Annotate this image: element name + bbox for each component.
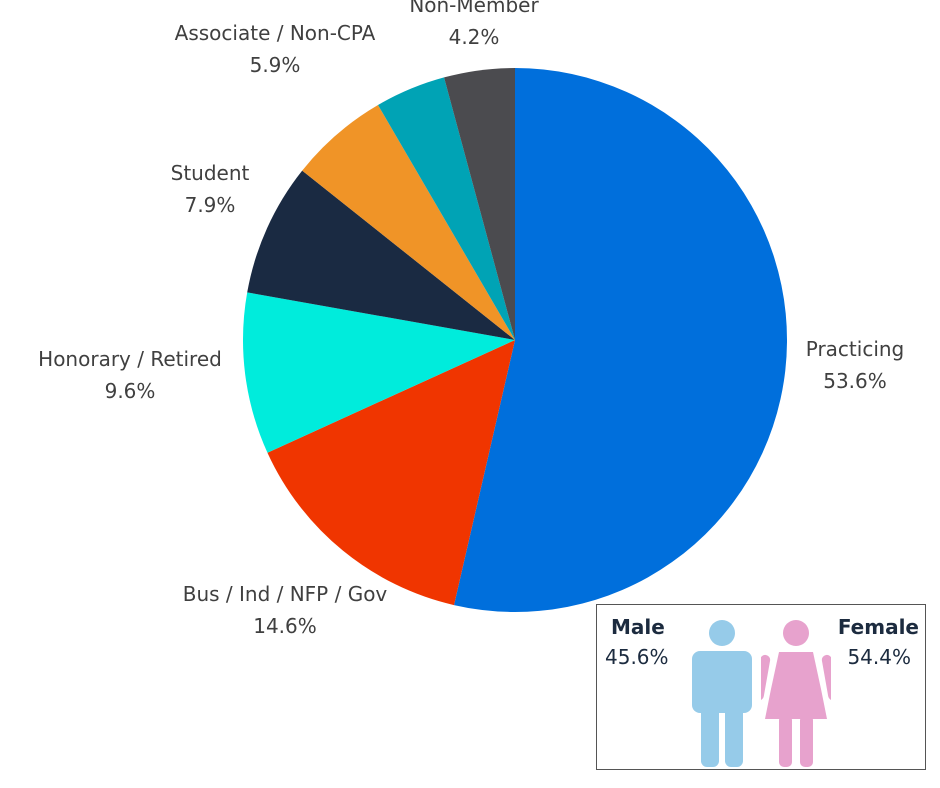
slice-value-label: 53.6% <box>823 369 887 393</box>
slice-value-label: 7.9% <box>185 193 236 217</box>
pie-slice-honorary-retired <box>243 292 515 453</box>
slice-name-label: Bus / Ind / NFP / Gov <box>183 582 388 606</box>
pie-slice-associate-non-cpa <box>302 105 515 340</box>
slice-name-label: Non-Member <box>409 0 539 17</box>
pie-slice-non-member <box>444 68 515 340</box>
pie-slice-student <box>247 170 515 340</box>
male-value: 45.6% <box>605 645 669 669</box>
slice-value-label: 4.2% <box>449 25 500 49</box>
slice-value-label: 5.9% <box>250 53 301 77</box>
female-label: Female <box>837 615 919 639</box>
pie-slice-unlabeled <box>378 77 515 341</box>
slice-value-label: 14.6% <box>253 614 317 638</box>
slice-value-label: 9.6% <box>105 379 156 403</box>
pie-labels: Practicing 53.6% Bus / Ind / NFP / Gov 14.6… <box>38 0 904 638</box>
male-label: Male <box>611 615 665 639</box>
male-figure-icon <box>692 620 752 767</box>
slice-name-label: Honorary / Retired <box>38 347 222 371</box>
female-value: 54.4% <box>847 645 911 669</box>
gender-breakdown-box: Male 45.6% Female 54.4% <box>596 604 926 770</box>
pie-slice-practicing <box>454 68 788 612</box>
pie-slice-bus-ind-nfp-gov <box>267 340 515 606</box>
slice-name-label: Practicing <box>806 337 905 361</box>
slice-name-label: Student <box>171 161 250 185</box>
slice-name-label: Associate / Non-CPA <box>175 21 376 45</box>
female-figure-icon <box>761 620 831 767</box>
pie-slices <box>243 68 788 612</box>
